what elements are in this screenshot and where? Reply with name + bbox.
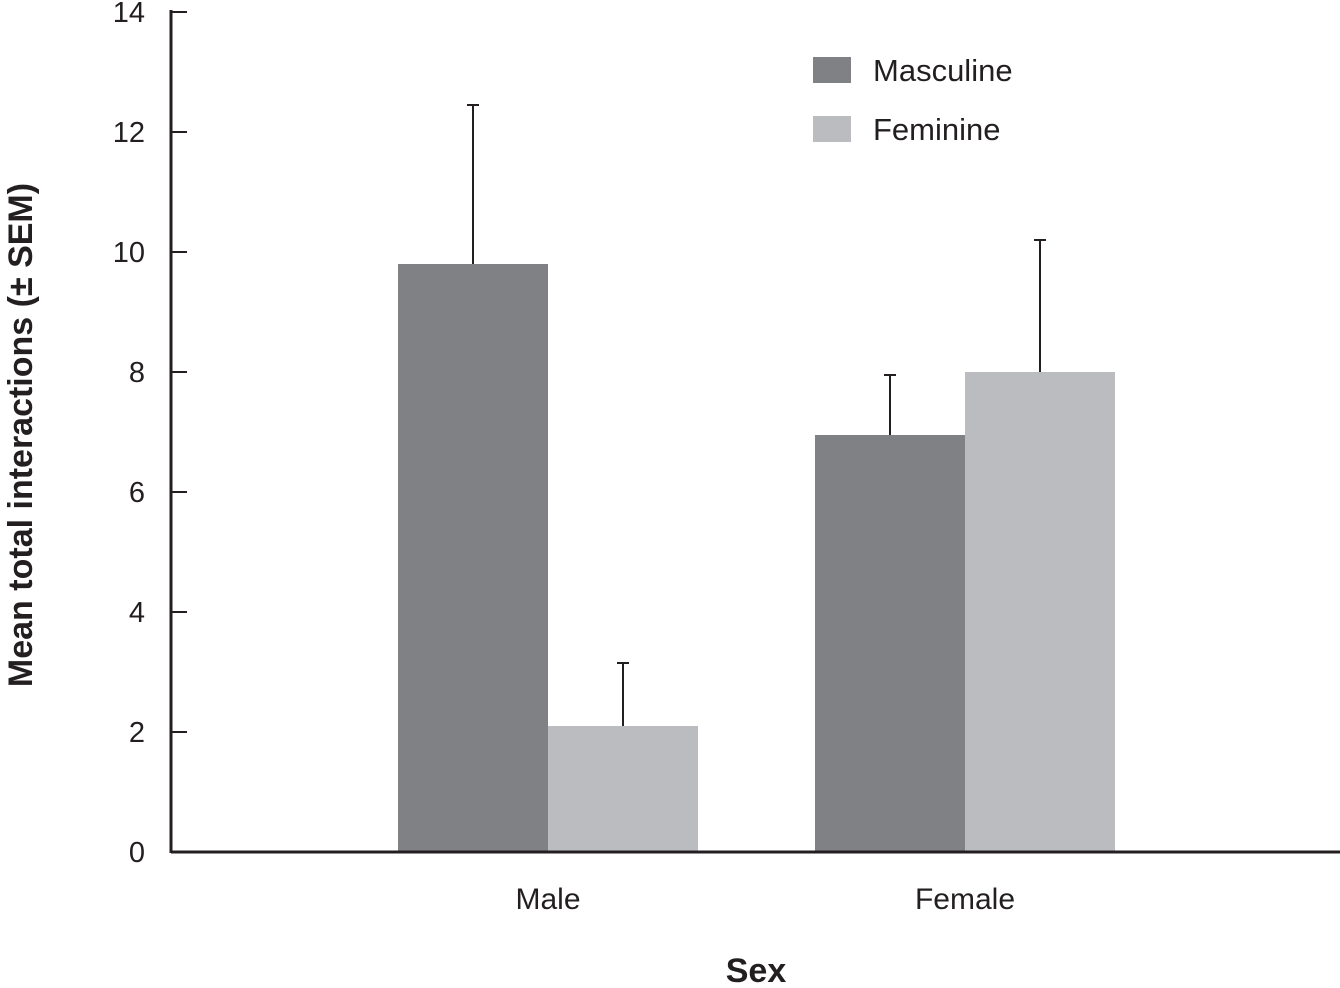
bars-group <box>398 264 1115 852</box>
y-tick-label: 12 <box>113 117 145 149</box>
legend-swatch-feminine <box>813 116 851 142</box>
y-tick-label: 0 <box>129 837 145 869</box>
x-axis-title: Sex <box>726 952 787 988</box>
y-tick-label: 8 <box>129 357 145 389</box>
y-tick-label: 10 <box>113 237 145 269</box>
bar-feminine-female <box>965 372 1115 852</box>
x-category-label: Male <box>515 883 580 916</box>
y-ticks-group: 0 2 4 6 8 10 12 14 <box>113 0 187 869</box>
y-tick-label: 4 <box>129 597 145 629</box>
x-category-label: Female <box>915 883 1015 916</box>
legend: Masculine Feminine <box>813 53 1013 147</box>
y-axis-title: Mean total interactions (± SEM) <box>2 183 40 687</box>
y-tick-label: 14 <box>113 0 145 29</box>
legend-label-feminine: Feminine <box>873 112 1001 147</box>
error-bars-group <box>467 104 1046 726</box>
legend-swatch-masculine <box>813 57 851 83</box>
bar-masculine-male <box>398 264 548 852</box>
y-tick-label: 6 <box>129 477 145 509</box>
category-labels-group: Male Female <box>515 883 1015 916</box>
y-tick-label: 2 <box>129 717 145 749</box>
legend-label-masculine: Masculine <box>873 53 1013 88</box>
bar-masculine-female <box>815 435 965 852</box>
bar-feminine-male <box>548 726 698 852</box>
